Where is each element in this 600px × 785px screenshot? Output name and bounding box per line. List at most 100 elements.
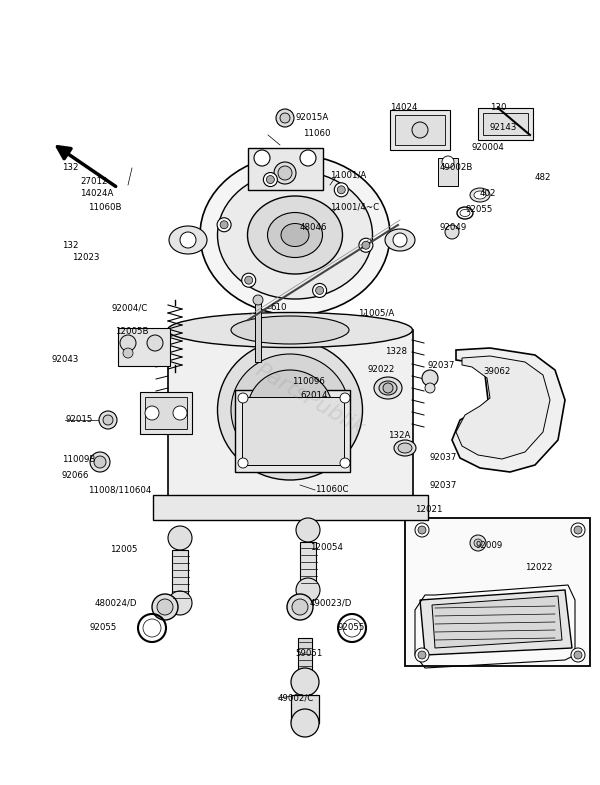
Circle shape <box>253 295 263 305</box>
Ellipse shape <box>281 224 309 246</box>
Text: 11001/4~C: 11001/4~C <box>330 203 379 211</box>
Circle shape <box>99 411 117 429</box>
Text: 27012: 27012 <box>80 177 107 187</box>
Ellipse shape <box>218 340 362 480</box>
Circle shape <box>296 578 320 602</box>
Bar <box>300 542 316 590</box>
Text: 130: 130 <box>490 104 506 112</box>
Circle shape <box>278 166 292 180</box>
Text: 12005: 12005 <box>110 546 137 554</box>
Circle shape <box>143 619 161 637</box>
Bar <box>140 392 192 434</box>
Circle shape <box>217 217 231 232</box>
Circle shape <box>168 526 192 550</box>
Ellipse shape <box>379 381 397 395</box>
Text: 92022: 92022 <box>367 366 394 374</box>
Bar <box>291 695 319 723</box>
Text: 12005B: 12005B <box>115 327 149 337</box>
Circle shape <box>238 393 248 403</box>
Text: 92049: 92049 <box>440 224 467 232</box>
Circle shape <box>280 113 290 123</box>
Text: PartsPublik: PartsPublik <box>251 360 368 440</box>
Circle shape <box>152 594 178 620</box>
Text: 11008/110604: 11008/110604 <box>88 485 151 495</box>
Ellipse shape <box>385 229 415 251</box>
Text: 482: 482 <box>535 173 551 182</box>
Circle shape <box>415 523 429 537</box>
Bar <box>478 108 533 140</box>
Text: 92055: 92055 <box>90 623 118 633</box>
Text: 11009B: 11009B <box>62 455 95 465</box>
Circle shape <box>418 651 426 659</box>
Circle shape <box>287 594 313 620</box>
Circle shape <box>263 173 277 187</box>
Circle shape <box>445 225 459 239</box>
Circle shape <box>415 648 429 662</box>
Bar <box>118 328 170 366</box>
Text: 920004: 920004 <box>472 144 505 152</box>
Circle shape <box>359 238 373 252</box>
Circle shape <box>254 150 270 166</box>
Ellipse shape <box>268 213 323 257</box>
Bar <box>395 115 445 145</box>
Circle shape <box>220 221 228 228</box>
Ellipse shape <box>167 312 413 348</box>
Ellipse shape <box>374 377 402 399</box>
Polygon shape <box>432 596 562 648</box>
Circle shape <box>120 335 136 351</box>
Text: 92037: 92037 <box>430 480 457 490</box>
Text: 92055: 92055 <box>465 206 493 214</box>
Text: 62014: 62014 <box>300 392 328 400</box>
Text: 1328: 1328 <box>385 348 407 356</box>
Text: 11005/A: 11005/A <box>358 309 394 317</box>
Circle shape <box>474 539 482 547</box>
Text: 92055: 92055 <box>338 623 365 633</box>
Circle shape <box>383 383 393 393</box>
Text: 132A: 132A <box>388 430 410 440</box>
Polygon shape <box>452 348 565 472</box>
Text: 92043: 92043 <box>52 356 79 364</box>
Text: 11060C: 11060C <box>315 485 349 495</box>
Circle shape <box>94 456 106 468</box>
Bar <box>235 390 350 472</box>
Ellipse shape <box>248 370 332 450</box>
Circle shape <box>296 518 320 542</box>
Circle shape <box>245 276 253 284</box>
Ellipse shape <box>394 440 416 456</box>
Text: 92015: 92015 <box>65 415 92 425</box>
Text: 49002B: 49002B <box>440 163 473 173</box>
Text: 48046: 48046 <box>300 224 328 232</box>
Text: 490023/D: 490023/D <box>310 598 352 608</box>
Text: 92143: 92143 <box>490 123 517 133</box>
Polygon shape <box>420 590 572 655</box>
Ellipse shape <box>231 354 349 466</box>
Circle shape <box>343 619 361 637</box>
Text: 39062: 39062 <box>483 367 511 377</box>
Ellipse shape <box>248 196 343 274</box>
Circle shape <box>313 283 326 298</box>
Circle shape <box>300 150 316 166</box>
Circle shape <box>274 162 296 184</box>
Circle shape <box>145 406 159 420</box>
Bar <box>153 495 428 520</box>
Circle shape <box>291 668 319 696</box>
Bar <box>438 158 458 186</box>
Circle shape <box>574 526 582 534</box>
Circle shape <box>571 523 585 537</box>
Circle shape <box>337 186 345 194</box>
Text: 120054: 120054 <box>310 543 343 553</box>
Circle shape <box>291 709 319 737</box>
Circle shape <box>147 335 163 351</box>
Circle shape <box>276 109 294 127</box>
Ellipse shape <box>398 443 412 453</box>
Bar <box>483 113 528 135</box>
Text: 14024: 14024 <box>390 104 418 112</box>
Circle shape <box>418 526 426 534</box>
Bar <box>168 330 413 510</box>
Bar <box>248 148 323 190</box>
Bar <box>242 397 344 465</box>
Text: 14024A: 14024A <box>80 189 113 199</box>
Text: 11060B: 11060B <box>88 203 121 211</box>
Circle shape <box>574 651 582 659</box>
Circle shape <box>340 393 350 403</box>
